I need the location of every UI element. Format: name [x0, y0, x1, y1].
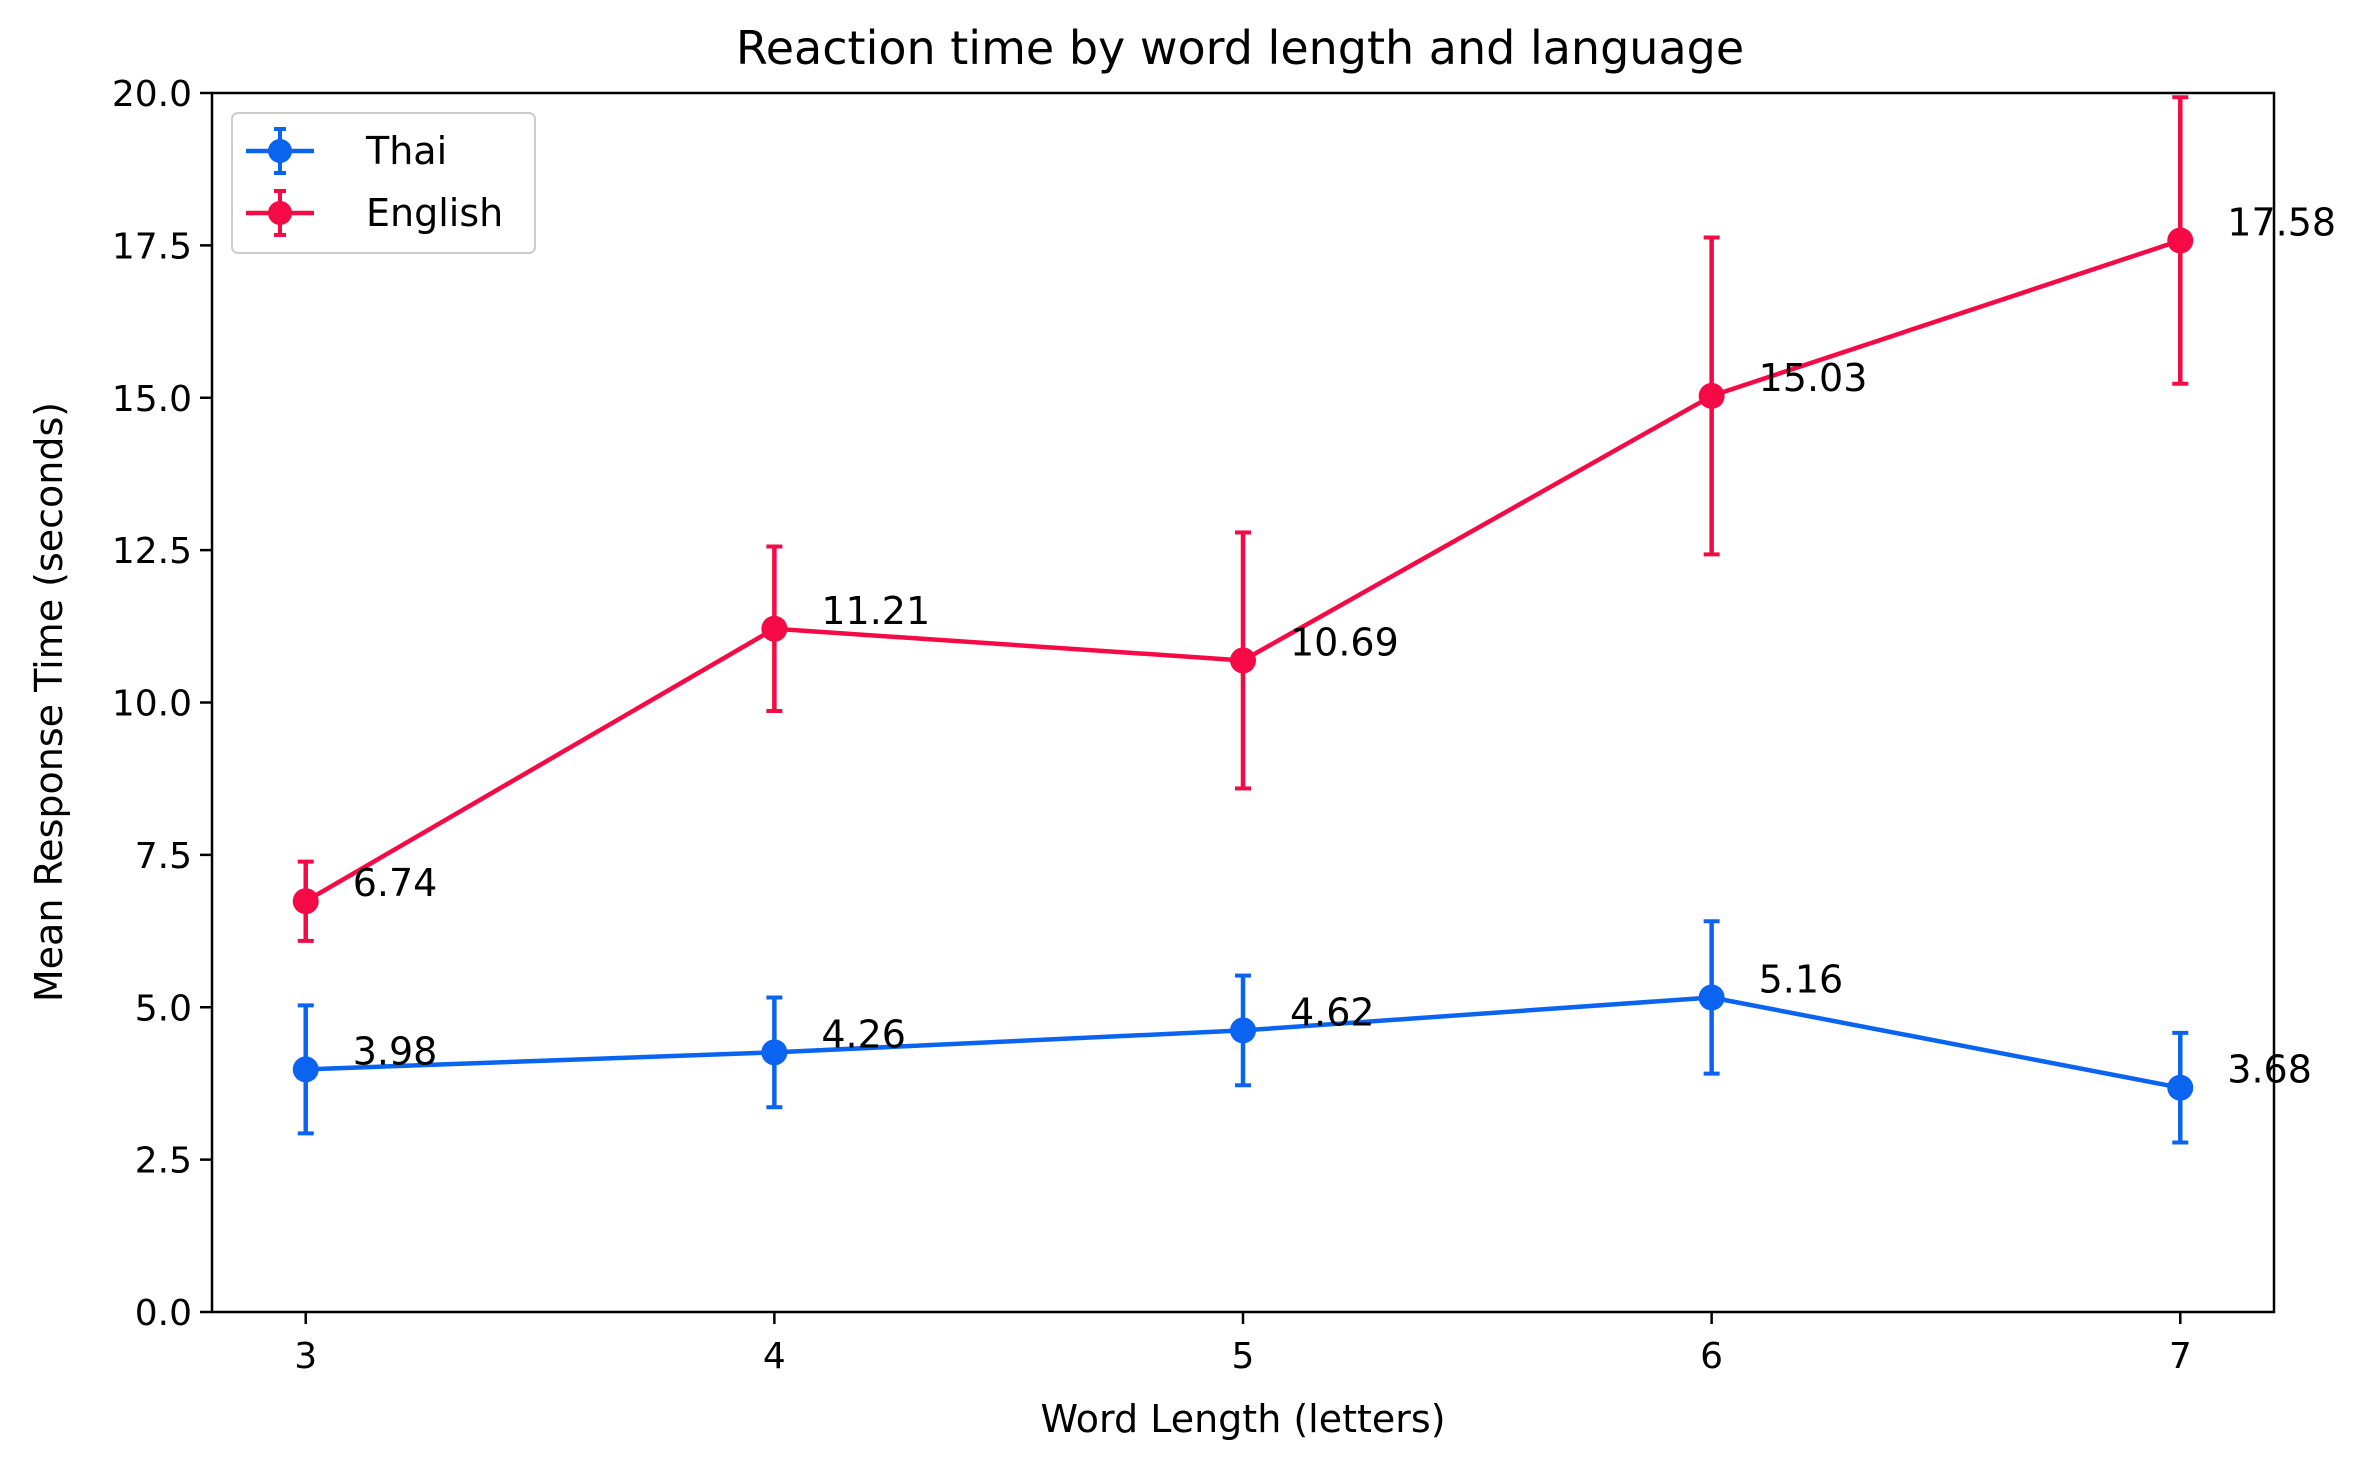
data-label: 17.58	[2227, 200, 2336, 244]
legend-item-thai: Thai	[246, 127, 447, 175]
y-tick-label: 0.0	[135, 1293, 192, 1334]
data-label: 3.68	[2227, 1048, 2312, 1092]
chart-title: Reaction time by word length and languag…	[736, 21, 1744, 75]
legend-label: English	[366, 191, 503, 235]
data-point	[1230, 1017, 1256, 1044]
x-tick-label: 5	[1232, 1336, 1255, 1377]
data-point	[292, 888, 319, 915]
data-label: 11.21	[821, 589, 930, 633]
data-label: 5.16	[1759, 957, 1844, 1001]
data-label: 10.69	[1290, 620, 1399, 664]
y-tick-label: 7.5	[135, 836, 192, 877]
data-point	[1698, 382, 1725, 409]
data-label: 4.62	[1290, 990, 1375, 1034]
y-tick-label: 5.0	[135, 988, 192, 1029]
legend: Thai English	[231, 112, 536, 254]
data-point	[2167, 1074, 2194, 1101]
data-point	[2167, 227, 2194, 254]
y-tick-label: 17.5	[112, 226, 192, 267]
series-thai: 3.98 4.26 4.62 5.16 3.68	[292, 919, 2312, 1145]
y-tick-label: 10.0	[112, 684, 192, 725]
legend-marker	[268, 139, 292, 163]
data-point	[292, 1056, 319, 1083]
legend-label: Thai	[365, 129, 447, 173]
x-tick-label: 6	[1700, 1336, 1723, 1377]
x-axis-label: Word Length (letters)	[1040, 1397, 1445, 1441]
data-label: 6.74	[353, 861, 438, 905]
data-point	[1698, 984, 1725, 1011]
data-point	[1230, 647, 1256, 674]
legend-marker	[268, 201, 292, 225]
data-label: 15.03	[1759, 356, 1868, 400]
data-label: 4.26	[821, 1012, 906, 1056]
legend-item-english: English	[246, 189, 503, 237]
y-axis-label: Mean Response Time (seconds)	[27, 402, 71, 1002]
y-tick-label: 12.5	[112, 531, 192, 572]
series-english: 6.74 11.21 10.69 15.03 17.58	[292, 95, 2336, 943]
y-tick-label: 20.0	[112, 74, 192, 115]
legend-box	[231, 112, 536, 254]
x-axis: 3 4 5 6 7	[294, 1312, 2192, 1377]
series-layer: 3.98 4.26 4.62 5.16 3.68 6.74 11.21 10.69 15.03 1…	[292, 95, 2336, 1145]
y-tick-label: 15.0	[112, 379, 192, 420]
data-point	[761, 615, 788, 642]
data-point	[761, 1039, 788, 1066]
x-tick-label: 7	[2169, 1336, 2192, 1377]
x-tick-label: 3	[294, 1336, 317, 1377]
x-tick-label: 4	[763, 1336, 786, 1377]
y-axis: 0.0 2.5 5.0 7.5 10.0 12.5 15.0 17.5 20.0	[112, 74, 212, 1334]
data-label: 3.98	[353, 1029, 438, 1073]
y-tick-label: 2.5	[135, 1141, 192, 1182]
